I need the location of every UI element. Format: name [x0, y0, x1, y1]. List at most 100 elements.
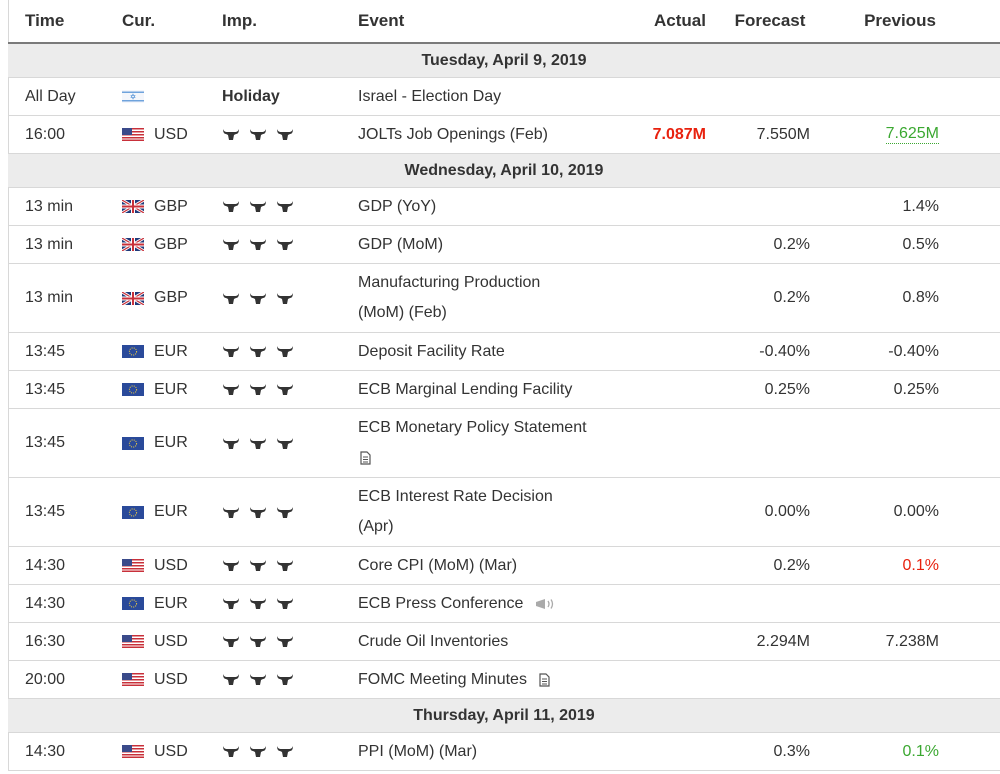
forecast-value: -0.40% [759, 342, 810, 360]
eu-flag-icon [122, 597, 144, 610]
bull-icon [222, 345, 240, 358]
event-name[interactable]: ECB Monetary Policy Statement [358, 409, 638, 477]
bull-icon [222, 383, 240, 396]
table-row[interactable]: 13:45 EUR ECB Marginal Lending Facility … [8, 371, 1000, 409]
event-name[interactable]: Manufacturing Production (MoM) (Feb) [358, 264, 638, 332]
economic-calendar-table: Time Cur. Imp. Event Actual Forecast Pre… [8, 0, 1000, 771]
bull-icon [276, 345, 294, 358]
header-event[interactable]: Event [358, 11, 405, 30]
table-row[interactable]: 14:30 EUR ECB Press Conference [8, 585, 1000, 623]
bull-icon [222, 635, 240, 648]
bull-icon [276, 437, 294, 450]
header-importance[interactable]: Imp. [222, 11, 257, 30]
previous-value: 0.5% [902, 235, 939, 253]
event-time: 13:45 [25, 503, 66, 520]
bull-icon [222, 292, 240, 305]
importance-rating [222, 116, 332, 153]
currency-code: EUR [154, 594, 188, 612]
document-icon[interactable] [360, 451, 372, 465]
event-name[interactable]: Deposit Facility Rate [358, 342, 505, 360]
event-name[interactable]: JOLTs Job Openings (Feb) [358, 125, 549, 143]
table-row[interactable]: 13:45 EUR Deposit Facility Rate -0.40% -… [8, 333, 1000, 371]
table-row[interactable]: All Day Holiday Israel - Election Day [8, 78, 1000, 116]
table-row[interactable]: 20:00 USD FOMC Meeting Minutes [8, 661, 1000, 699]
date-label: Thursday, April 11, 2019 [413, 706, 595, 724]
event-time: 13:45 [25, 342, 66, 360]
previous-value[interactable]: 7.625M [818, 116, 939, 153]
event-name[interactable]: ECB Interest Rate Decision (Apr) [358, 478, 638, 546]
forecast-value: 0.3% [773, 742, 810, 760]
event-name-line: ECB Interest Rate Decision [358, 488, 553, 505]
header-forecast[interactable]: Forecast [734, 11, 806, 30]
event-name[interactable]: GDP (MoM) [358, 235, 444, 253]
importance-rating [222, 188, 332, 225]
currency-code: USD [154, 556, 188, 574]
importance-rating [222, 585, 332, 622]
forecast-value: 0.25% [764, 380, 810, 398]
bull-icon [276, 128, 294, 141]
table-row[interactable]: 14:30 USD PPI (MoM) (Mar) 0.3% 0.1% [8, 733, 1000, 771]
bull-icon [276, 745, 294, 758]
forecast-value: 0.2% [773, 289, 810, 306]
currency-code: USD [154, 632, 188, 650]
event-currency: GBP [122, 226, 217, 263]
bull-icon [249, 292, 267, 305]
speaker-icon[interactable] [535, 597, 561, 611]
importance-rating [222, 733, 332, 770]
header-previous[interactable]: Previous [864, 11, 936, 30]
currency-code: GBP [154, 289, 188, 306]
bull-icon [276, 200, 294, 213]
header-currency[interactable]: Cur. [122, 11, 156, 30]
header-actual[interactable]: Actual [654, 11, 706, 30]
event-currency [122, 78, 217, 115]
previous-value: 1.4% [902, 197, 939, 215]
event-time: 13 min [25, 235, 74, 253]
event-name[interactable]: ECB Marginal Lending Facility [358, 380, 573, 398]
table-row[interactable]: 13:45 EUR ECB Interest Rate Decision (Ap… [8, 478, 1000, 547]
event-name[interactable]: GDP (YoY) [358, 197, 437, 215]
event-currency: EUR [122, 409, 217, 477]
previous-revised-value[interactable]: 7.625M [885, 125, 939, 144]
table-row[interactable]: 13 min GBP GDP (MoM) 0.2% 0.5% [8, 226, 1000, 264]
event-name[interactable]: Crude Oil Inventories [358, 632, 509, 650]
uk-flag-icon [122, 292, 144, 305]
event-name[interactable]: Israel - Election Day [358, 87, 502, 105]
header-time[interactable]: Time [25, 11, 65, 30]
importance-rating [222, 226, 332, 263]
date-row: Tuesday, April 9, 2019 [8, 44, 1000, 78]
bull-icon [222, 559, 240, 572]
bull-icon [249, 559, 267, 572]
actual-value: 7.087M [652, 125, 706, 143]
bull-icon [276, 559, 294, 572]
event-name[interactable]: ECB Press Conference [358, 585, 638, 622]
table-row[interactable]: 16:30 USD Crude Oil Inventories 2.294M 7… [8, 623, 1000, 661]
table-row[interactable]: 14:30 USD Core CPI (MoM) (Mar) 0.2% 0.1% [8, 547, 1000, 585]
event-name[interactable]: PPI (MoM) (Mar) [358, 742, 478, 760]
forecast-value: 7.550M [756, 125, 810, 143]
event-name[interactable]: FOMC Meeting Minutes [358, 661, 638, 698]
us-flag-icon [122, 745, 144, 758]
us-flag-icon [122, 128, 144, 141]
forecast-value: 0.2% [773, 556, 810, 574]
table-row[interactable]: 13 min GBP Manufacturing Production (MoM… [8, 264, 1000, 333]
table-row[interactable]: 13 min GBP GDP (YoY) 1.4% [8, 188, 1000, 226]
event-currency: EUR [122, 371, 217, 408]
bull-icon [276, 383, 294, 396]
event-time: 13:45 [25, 434, 66, 451]
uk-flag-icon [122, 238, 144, 251]
eu-flag-icon [122, 345, 144, 358]
currency-code: EUR [154, 380, 188, 398]
document-icon[interactable] [539, 672, 551, 687]
event-name[interactable]: Core CPI (MoM) (Mar) [358, 556, 518, 574]
event-time: All Day [25, 87, 76, 105]
bull-icon [249, 238, 267, 251]
event-currency: EUR [122, 478, 217, 546]
previous-value: 0.25% [893, 380, 939, 398]
currency-code: EUR [154, 342, 188, 360]
table-row[interactable]: 16:00 USD JOLTs Job Openings (Feb) 7.087… [8, 116, 1000, 154]
previous-value: -0.40% [888, 342, 939, 360]
table-row[interactable]: 13:45 EUR ECB Monetary Policy Statement [8, 409, 1000, 478]
importance-rating [222, 547, 332, 584]
event-name-line: ECB Monetary Policy Statement [358, 419, 587, 436]
bull-icon [222, 128, 240, 141]
